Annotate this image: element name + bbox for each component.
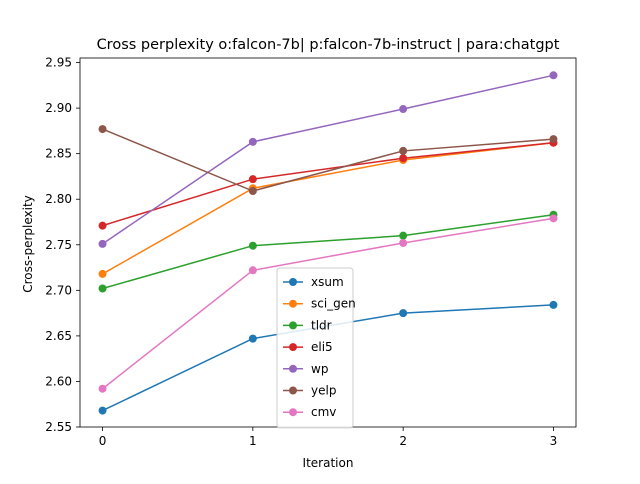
legend-label: tldr <box>311 318 332 332</box>
series-wp <box>98 71 558 248</box>
legend-item-wp: wp <box>283 362 328 376</box>
data-point-yelp-3 <box>549 135 558 144</box>
x-tick-label: 0 <box>99 434 107 448</box>
legend-marker <box>289 321 297 330</box>
legend-label: cmv <box>311 405 336 419</box>
series-cmv <box>98 214 558 393</box>
legend-marker <box>289 343 297 352</box>
data-point-eli5-1 <box>248 175 257 184</box>
legend-marker <box>289 299 297 308</box>
axes: 0 1 2 3 2.55 2.60 2.65 2.70 2.75 2.80 2.85 2.90 2.95 <box>45 56 577 448</box>
legend-item-cmv: cmv <box>283 405 336 419</box>
legend-item-yelp: yelp <box>283 384 336 398</box>
data-point-cmv-3 <box>549 214 558 223</box>
data-point-cmv-1 <box>248 266 257 275</box>
series-line-wp <box>102 74 554 245</box>
legend-marker <box>289 408 297 417</box>
y-tick-label: 2.95 <box>45 56 72 70</box>
legend-label: wp <box>311 362 328 376</box>
y-tick-label: 2.65 <box>45 329 72 343</box>
data-point-yelp-1 <box>248 187 257 196</box>
series-line-sci_gen <box>102 141 554 275</box>
y-axis-label: Cross-perplexity <box>21 195 35 293</box>
legend-label: yelp <box>311 384 336 398</box>
y-tick-label: 2.60 <box>45 374 72 388</box>
chart-title: Cross perplexity o:falcon-7b| p:falcon-7… <box>97 37 560 53</box>
series-eli5 <box>98 138 558 230</box>
x-tick-label: 2 <box>399 434 407 448</box>
data-point-xsum-2 <box>399 309 408 318</box>
data-point-eli5-2 <box>399 154 408 163</box>
data-point-wp-2 <box>399 105 408 114</box>
y-tick-label: 2.85 <box>45 147 72 161</box>
x-axis-label: Iteration <box>303 456 354 470</box>
data-point-eli5-0 <box>98 221 107 230</box>
series-line-tldr <box>102 213 554 290</box>
legend-item-sci_gen: sci_gen <box>283 297 356 311</box>
data-point-sci_gen-0 <box>98 269 107 278</box>
legend-marker <box>289 278 297 286</box>
plot-area <box>98 71 558 415</box>
y-tick-label: 2.55 <box>45 420 72 434</box>
data-point-tldr-0 <box>98 284 107 293</box>
data-point-yelp-0 <box>98 125 107 134</box>
series-line-yelp <box>102 128 554 192</box>
series-line-eli5 <box>102 141 554 227</box>
data-point-xsum-3 <box>549 300 558 309</box>
data-point-wp-0 <box>98 239 107 248</box>
data-point-cmv-2 <box>399 238 408 247</box>
legend-label: sci_gen <box>311 297 356 311</box>
data-point-wp-3 <box>549 71 558 80</box>
data-point-wp-1 <box>248 137 257 146</box>
y-tick-label: 2.75 <box>45 238 72 252</box>
legend-label: xsum <box>311 275 344 289</box>
legend-item-eli5: eli5 <box>283 340 333 354</box>
series-yelp <box>98 125 558 196</box>
y-tick-label: 2.90 <box>45 101 72 115</box>
data-point-xsum-0 <box>98 406 107 415</box>
data-point-tldr-2 <box>399 231 408 240</box>
x-tick-label: 1 <box>249 434 257 448</box>
legend-item-xsum: xsum <box>283 275 344 289</box>
series-line-cmv <box>102 217 554 390</box>
legend-marker <box>289 386 297 395</box>
data-point-tldr-1 <box>248 241 257 250</box>
legend-item-tldr: tldr <box>283 318 332 332</box>
y-tick-label: 2.70 <box>45 283 72 297</box>
legend-label: eli5 <box>311 340 333 354</box>
x-tick-label: 3 <box>550 434 558 448</box>
data-point-cmv-0 <box>98 384 107 393</box>
data-point-yelp-2 <box>399 146 408 155</box>
legend-marker <box>289 364 297 373</box>
data-point-xsum-1 <box>248 334 257 343</box>
y-tick-label: 2.80 <box>45 192 72 206</box>
